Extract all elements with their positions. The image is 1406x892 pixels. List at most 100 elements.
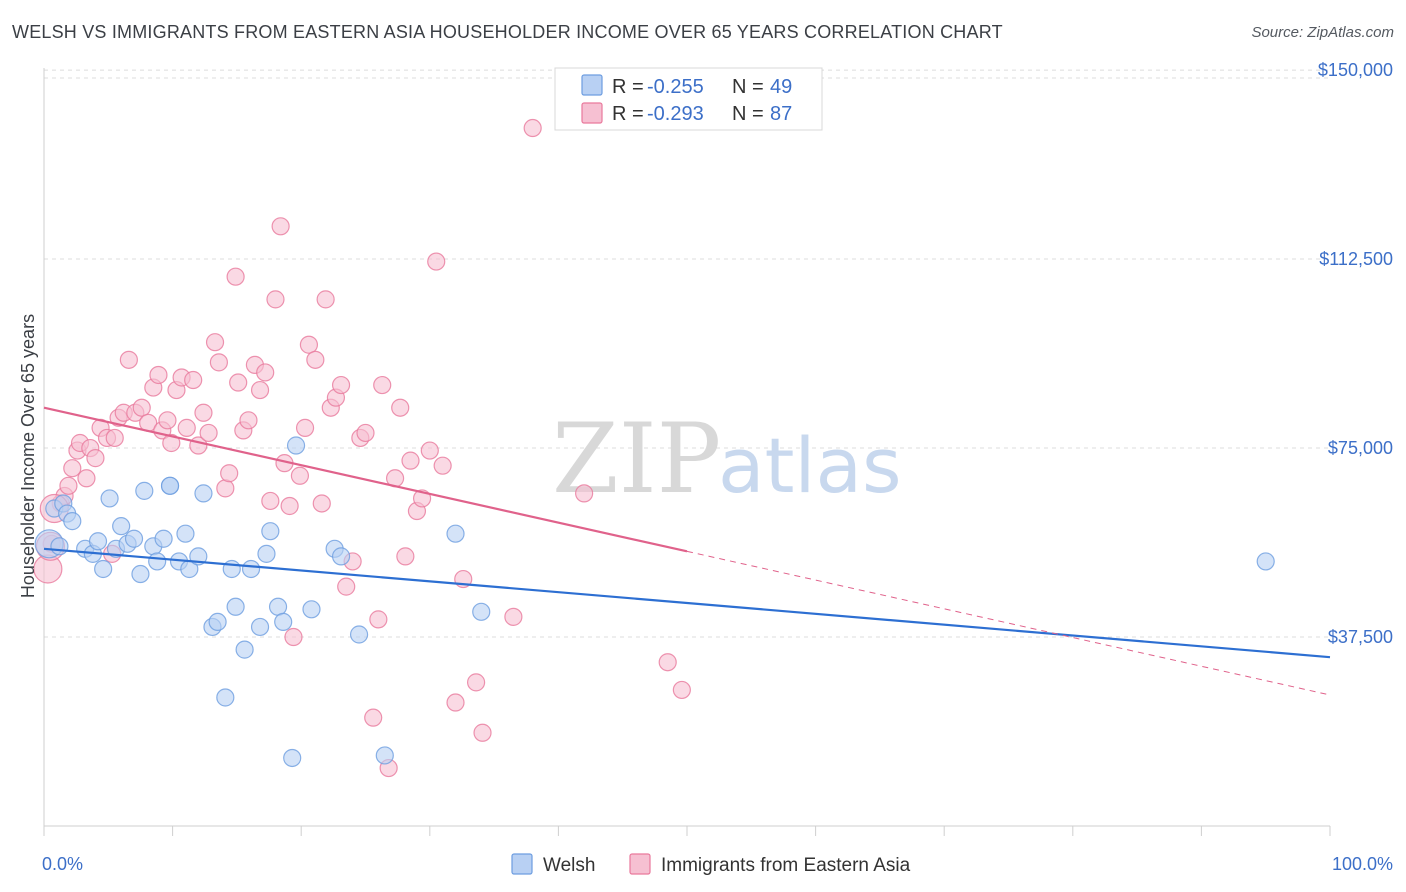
eastern-asia-point-31 [194, 403, 213, 422]
eastern-asia-point-46 [271, 217, 290, 236]
eastern-asia-point-33 [205, 333, 225, 352]
welsh-point-46 [1256, 552, 1275, 571]
welsh-point-29 [226, 597, 245, 616]
eastern-asia-point-68 [391, 398, 410, 417]
eastern-asia-point-45 [266, 290, 285, 309]
bottom-legend-welsh: Welsh [543, 855, 595, 876]
eastern-asia-point-29 [184, 370, 203, 390]
legend-welsh-r-label: R = [612, 76, 644, 98]
eastern-asia-point-14 [105, 428, 124, 448]
series-welsh-points [34, 436, 1275, 768]
eastern-asia-point-42 [250, 380, 270, 400]
y-tick-label-0: $37,500 [1328, 627, 1393, 647]
eastern-asia-point-63 [364, 708, 383, 727]
welsh-point-33 [257, 544, 276, 563]
x-tick-label-0: 0.0% [42, 854, 83, 874]
eastern-asia-point-40 [239, 411, 258, 430]
legend-asia-r: -0.293 [647, 103, 704, 125]
legend-swatch-welsh [581, 74, 603, 96]
welsh-point-4 [63, 512, 82, 531]
axes [43, 68, 1331, 836]
y-tick-labels: $37,500 $75,000 $112,500 $150,000 [1318, 60, 1393, 647]
welsh-point-43 [375, 746, 394, 765]
bottom-legend-swatch-asia [629, 853, 651, 875]
welsh-point-35 [268, 597, 288, 616]
eastern-asia-point-48 [280, 496, 299, 516]
eastern-asia-point-10 [86, 449, 105, 468]
welsh-point-14 [131, 564, 150, 584]
grid-lines [44, 69, 1330, 638]
welsh-point-9 [100, 489, 119, 508]
bottom-legend-swatch-welsh [511, 853, 533, 875]
y-axis-label: Householder Income Over 65 years [18, 314, 38, 598]
eastern-asia-point-37 [226, 267, 245, 286]
top-legend: R = -0.255 N = 49 R = -0.293 N = 87 [554, 67, 823, 131]
eastern-asia-point-76 [446, 693, 465, 712]
eastern-asia-point-35 [216, 479, 235, 498]
watermark: ZIP atlas [552, 403, 902, 515]
eastern-asia-point-36 [220, 464, 239, 483]
eastern-asia-point-52 [299, 335, 319, 354]
welsh-point-7 [88, 532, 108, 551]
welsh-point-26 [208, 612, 227, 632]
legend-swatch-asia [581, 102, 603, 124]
eastern-asia-point-58 [331, 375, 351, 395]
welsh-point-24 [194, 484, 213, 503]
trend-line-eastern-asia-extension [686, 550, 1331, 696]
eastern-asia-point-50 [290, 466, 310, 485]
welsh-point-8 [94, 559, 113, 579]
eastern-asia-point-19 [132, 398, 151, 417]
welsh-point-15 [135, 481, 154, 500]
eastern-asia-point-70 [401, 451, 420, 470]
welsh-point-32 [250, 617, 270, 637]
eastern-asia-point-82 [575, 484, 594, 503]
eastern-asia-point-80 [504, 607, 523, 626]
trend-line-eastern-asia [43, 406, 688, 553]
eastern-asia-point-43 [256, 363, 275, 382]
eastern-asia-point-44 [261, 491, 280, 511]
bottom-legend: Welsh Immigrants from Eastern Asia [511, 853, 911, 876]
legend-welsh-n-label: N = [732, 76, 764, 98]
eastern-asia-point-38 [229, 373, 248, 392]
x-tick-label-1: 100.0% [1332, 854, 1393, 874]
eastern-asia-point-28 [177, 418, 196, 437]
bottom-legend-asia: Immigrants from Eastern Asia [661, 855, 911, 876]
welsh-point-28 [222, 559, 241, 579]
eastern-asia-point-5 [63, 459, 82, 478]
welsh-point-13 [124, 529, 144, 548]
eastern-asia-point-65 [373, 375, 392, 395]
trend-line-welsh [43, 547, 1331, 659]
welsh-point-47 [50, 537, 69, 556]
eastern-asia-point-78 [466, 673, 486, 692]
eastern-asia-point-24 [158, 411, 177, 430]
trend-lines [43, 406, 1331, 696]
watermark-atlas: atlas [718, 421, 902, 510]
source-credit: Source: ZipAtlas.com [1251, 24, 1394, 41]
eastern-asia-point-75 [433, 456, 452, 475]
legend-asia-r-label: R = [612, 103, 644, 125]
eastern-asia-point-84 [672, 680, 691, 700]
eastern-asia-point-83 [658, 653, 677, 672]
welsh-point-45 [472, 602, 491, 621]
eastern-asia-point-74 [427, 252, 446, 271]
eastern-asia-point-69 [396, 547, 415, 566]
eastern-asia-point-4 [59, 476, 78, 495]
x-tick-labels: 0.0% 100.0% [42, 854, 1393, 874]
eastern-asia-point-25 [162, 433, 181, 453]
legend-asia-n-label: N = [732, 103, 764, 125]
welsh-point-44 [446, 524, 465, 543]
eastern-asia-point-55 [316, 290, 335, 309]
welsh-point-18 [154, 529, 173, 548]
eastern-asia-point-32 [199, 423, 218, 443]
welsh-point-37 [283, 748, 302, 768]
welsh-point-31 [241, 559, 261, 579]
welsh-point-42 [349, 625, 369, 644]
welsh-point-34 [261, 522, 280, 541]
eastern-asia-point-51 [295, 418, 315, 437]
eastern-asia-point-64 [369, 610, 388, 629]
welsh-point-17 [148, 552, 167, 571]
welsh-point-41 [331, 547, 351, 566]
legend-welsh-n: 49 [770, 76, 792, 98]
eastern-asia-point-34 [209, 353, 228, 372]
